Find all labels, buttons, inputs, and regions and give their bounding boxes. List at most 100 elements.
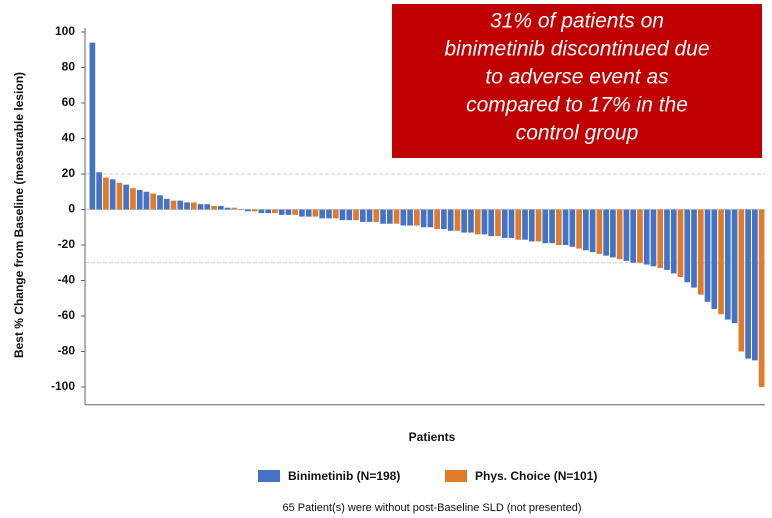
- y-tick-label: 0: [68, 202, 75, 216]
- y-tick-label: 80: [62, 60, 76, 74]
- x-axis-title: Patients: [409, 430, 456, 444]
- annotation-line: control group: [516, 122, 639, 145]
- bar: [278, 209, 285, 215]
- bar: [610, 209, 616, 258]
- bar: [319, 209, 326, 219]
- bar: [427, 209, 434, 228]
- annotation-line: 31% of patients on: [490, 10, 664, 33]
- legend-swatch: [258, 470, 280, 482]
- bar: [292, 209, 299, 215]
- bar: [420, 209, 427, 228]
- bar: [150, 193, 157, 210]
- bar: [211, 205, 217, 210]
- bar: [522, 209, 528, 240]
- bar: [583, 209, 589, 251]
- bar: [643, 209, 650, 265]
- bar: [136, 189, 143, 210]
- bar: [630, 209, 637, 263]
- bar: [326, 209, 332, 219]
- bar: [197, 204, 204, 210]
- bar: [481, 209, 488, 235]
- bar: [103, 177, 109, 210]
- bar: [170, 200, 177, 210]
- bar: [752, 209, 758, 361]
- y-tick-label: 100: [55, 24, 75, 38]
- bar: [434, 209, 440, 230]
- bar: [461, 209, 468, 233]
- bar: [515, 209, 522, 240]
- y-tick-label: 40: [62, 131, 76, 145]
- y-tick-label: -100: [51, 379, 75, 393]
- bar: [245, 209, 251, 212]
- bar: [724, 209, 731, 320]
- bar: [332, 209, 339, 219]
- annotation-line: compared to 17% in the: [466, 94, 688, 117]
- bar: [454, 209, 461, 231]
- bar: [711, 209, 718, 309]
- legend-label: Binimetinib (N=198): [288, 469, 400, 483]
- footnote: 65 Patient(s) were without post-Baseline…: [283, 502, 582, 514]
- bar: [542, 209, 549, 244]
- bar: [184, 202, 190, 210]
- bar: [285, 209, 292, 215]
- bar: [123, 184, 130, 210]
- legend-label: Phys. Choice (N=101): [475, 469, 597, 483]
- bar: [501, 209, 508, 238]
- bar: [589, 209, 596, 253]
- bar: [441, 209, 447, 230]
- bar: [758, 209, 765, 387]
- bar: [697, 209, 704, 295]
- bar: [738, 209, 745, 352]
- bar: [603, 209, 609, 256]
- bar: [143, 191, 150, 210]
- bar: [258, 209, 265, 214]
- bar: [718, 209, 724, 315]
- bar: [637, 209, 643, 263]
- bar: [447, 209, 454, 231]
- bar: [190, 202, 197, 210]
- bar: [508, 209, 515, 238]
- bar: [89, 42, 96, 210]
- annotation-box: [392, 4, 762, 158]
- bar: [745, 209, 751, 359]
- bar: [386, 209, 393, 224]
- bar: [231, 207, 238, 210]
- annotation-line: binimetinib discontinued due: [444, 38, 709, 61]
- legend-swatch: [445, 470, 467, 482]
- bar: [596, 209, 603, 254]
- bar: [238, 209, 244, 211]
- bar: [468, 209, 474, 233]
- bar: [251, 209, 258, 212]
- bar: [312, 209, 319, 217]
- y-tick-label: 60: [62, 95, 76, 109]
- y-tick-label: -80: [58, 344, 76, 358]
- bar: [393, 209, 400, 224]
- y-axis-title: Best % Change from Baseline (measurable …: [12, 72, 26, 358]
- bar: [684, 209, 691, 283]
- bar: [623, 209, 630, 261]
- bar: [305, 209, 312, 217]
- bar: [299, 209, 305, 217]
- bar: [163, 198, 170, 210]
- bar: [488, 209, 495, 237]
- bar: [353, 209, 359, 221]
- bar: [224, 207, 231, 210]
- bar: [691, 209, 697, 288]
- bar: [272, 209, 278, 214]
- annotation-line: to adverse event as: [485, 66, 669, 89]
- bar: [366, 209, 373, 222]
- bar: [670, 209, 677, 274]
- bar: [407, 209, 413, 226]
- bar: [177, 200, 184, 210]
- bar: [474, 209, 481, 235]
- y-tick-label: 20: [62, 166, 76, 180]
- bar: [650, 209, 657, 267]
- bar: [616, 209, 623, 260]
- bar: [130, 188, 136, 210]
- bar: [204, 204, 211, 210]
- bar: [549, 209, 555, 244]
- bar: [535, 209, 542, 242]
- bar: [217, 205, 224, 210]
